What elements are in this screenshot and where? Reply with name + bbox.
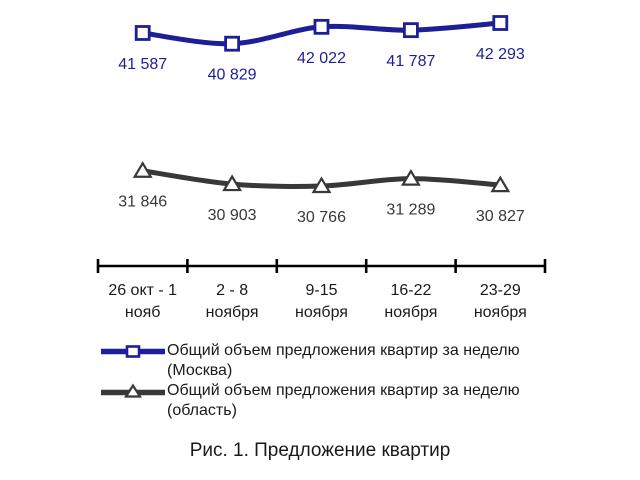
x-tick-label-line2: нояб: [125, 304, 161, 321]
legend-entry-moscow: Общий объем предложения квартир за недел…: [99, 341, 559, 381]
x-tick-label-line1: 9-15: [305, 282, 337, 299]
series-0-data-label: 41 587: [118, 56, 167, 73]
series-0-marker: [313, 18, 330, 35]
x-tick-label-line2: ноября: [474, 304, 527, 321]
x-tick-label-line1: 2 - 8: [216, 282, 248, 299]
series-0-marker: [224, 35, 241, 52]
x-tick-label-line1: 23-29: [480, 282, 521, 299]
series-1-marker: [222, 174, 243, 192]
series-0-marker: [134, 25, 151, 41]
series-0-marker: [402, 22, 419, 39]
series-0-marker: [492, 15, 509, 31]
series-1-marker: [490, 175, 511, 193]
series-1-data-label: 30 766: [297, 209, 346, 226]
x-tick-label-line2: ноября: [206, 304, 259, 321]
series-1-marker: [132, 161, 153, 178]
legend: Общий объем предложения квартир за недел…: [99, 341, 559, 421]
series-1-data-label: 30 827: [476, 208, 525, 225]
legend-label-oblast: Общий объем предложения квартир за недел…: [167, 382, 520, 419]
series-1-data-label: 30 903: [208, 207, 257, 224]
legend-entry-oblast: Общий объем предложения квартир за недел…: [99, 381, 559, 421]
legend-label-moscow: Общий объем предложения квартир за недел…: [167, 342, 520, 379]
series-1-data-label: 31 846: [118, 194, 167, 211]
series-0-data-label: 40 829: [208, 67, 257, 84]
series-1-marker: [311, 176, 332, 194]
x-tick-label-line1: 16-22: [390, 282, 431, 299]
x-tick-label-line2: ноября: [384, 304, 437, 321]
series-1-marker: [400, 168, 421, 186]
x-tick-label-line1: 26 окт - 1: [108, 282, 177, 299]
line-chart: 41 587 40 829 42 022 41 787 42 293 31 846 30 9…: [96, 15, 547, 321]
legend-swatch-oblast-line-icon: [101, 383, 165, 398]
series-1-data-label: 31 289: [386, 202, 435, 219]
series-0-data-label: 41 787: [386, 53, 435, 70]
chart-caption: Рис. 1. Предложение квартир: [189, 440, 451, 461]
x-tick-label-line2: ноября: [295, 304, 348, 321]
series-0-data-label: 42 022: [297, 50, 346, 67]
legend-swatch-moscow-line-icon: [101, 345, 165, 358]
series-0-data-label: 42 293: [476, 46, 525, 63]
